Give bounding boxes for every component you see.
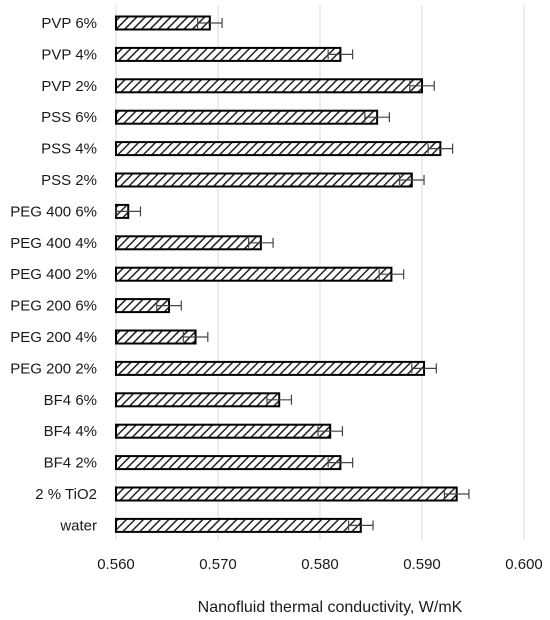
category-labels: PVP 6% PVP 4% PVP 2% PSS 6% PSS 4% PSS 2% PEG … — [10, 15, 97, 534]
category-label: PEG 200 4% — [10, 329, 97, 346]
bar — [115, 517, 362, 533]
bar — [115, 235, 262, 251]
bar — [115, 266, 393, 282]
x-axis-title: Nanofluid thermal conductivity, W/mK — [198, 599, 463, 616]
bar — [115, 78, 423, 94]
bar — [115, 486, 458, 502]
x-tick-labels: 0.560 0.570 0.580 0.590 0.600 — [97, 556, 543, 573]
category-label: BF4 4% — [44, 423, 97, 440]
bar — [115, 360, 426, 376]
x-tick-label: 0.590 — [403, 556, 441, 573]
bar — [115, 141, 442, 157]
category-label: PEG 200 2% — [10, 360, 97, 377]
x-tick-label: 0.580 — [301, 556, 339, 573]
bar — [115, 15, 211, 31]
x-tick-label: 0.600 — [505, 556, 543, 573]
x-tick-label: 0.560 — [97, 556, 135, 573]
bars — [115, 15, 458, 533]
category-label: BF4 2% — [44, 455, 97, 472]
error-bars — [115, 18, 470, 531]
x-tick-label: 0.570 — [199, 556, 237, 573]
category-label: PEG 200 6% — [10, 298, 97, 315]
category-label: PEG 400 4% — [10, 235, 97, 252]
category-label: BF4 6% — [44, 392, 97, 409]
category-label: PSS 4% — [41, 141, 97, 158]
bar — [115, 109, 379, 125]
category-label: PVP 4% — [41, 46, 97, 63]
bar — [115, 455, 342, 471]
category-label: PVP 2% — [41, 78, 97, 95]
category-label: PSS 2% — [41, 172, 97, 189]
category-label: water — [59, 517, 97, 534]
bar — [115, 46, 342, 62]
category-label: PEG 400 2% — [10, 266, 97, 283]
bar — [115, 423, 332, 439]
bar — [115, 172, 413, 188]
category-label: PEG 400 6% — [10, 203, 97, 220]
category-label: PSS 6% — [41, 109, 97, 126]
bar — [115, 392, 281, 408]
category-label: PVP 6% — [41, 15, 97, 32]
category-label: 2 % TiO2 — [35, 486, 97, 503]
